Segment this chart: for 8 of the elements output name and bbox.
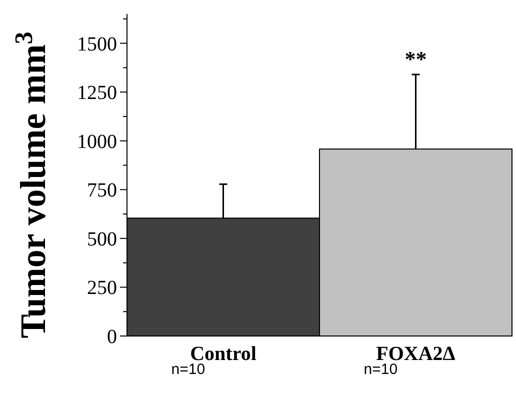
annotation: **	[404, 46, 427, 72]
y-tick-label: 1500	[77, 33, 117, 56]
y-tick-label: 1250	[77, 82, 117, 104]
y-tick-label: 250	[87, 277, 117, 300]
y-tick-label: 500	[87, 228, 117, 250]
y-tick-label: 1000	[77, 130, 117, 153]
y-tick-label: 0	[107, 326, 117, 348]
y-tick-label: 750	[87, 180, 117, 202]
